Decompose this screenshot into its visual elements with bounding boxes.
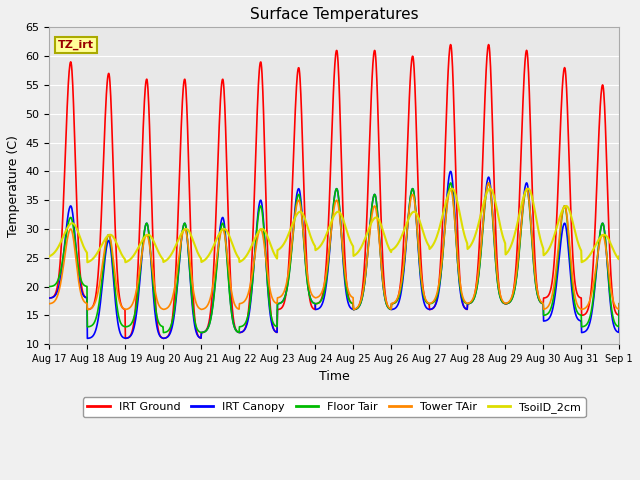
IRT Canopy bbox=[548, 308, 556, 313]
Floor Tair bbox=[173, 289, 180, 295]
IRT Ground bbox=[548, 277, 556, 283]
IRT Canopy bbox=[159, 335, 166, 341]
IRT Ground bbox=[423, 300, 431, 306]
Tower TAir bbox=[159, 306, 166, 312]
Tower TAir bbox=[173, 273, 180, 278]
TsoilD_2cm bbox=[84, 259, 92, 265]
TsoilD_2cm bbox=[173, 241, 180, 247]
Legend: IRT Ground, IRT Canopy, Floor Tair, Tower TAir, TsoilD_2cm: IRT Ground, IRT Canopy, Floor Tair, Towe… bbox=[83, 397, 586, 417]
Floor Tair bbox=[45, 284, 53, 289]
Text: TZ_irt: TZ_irt bbox=[58, 40, 94, 50]
Floor Tair bbox=[236, 324, 244, 330]
Tower TAir bbox=[84, 307, 92, 312]
IRT Ground bbox=[616, 307, 623, 312]
IRT Canopy bbox=[84, 336, 92, 341]
TsoilD_2cm bbox=[498, 229, 506, 235]
IRT Canopy bbox=[616, 301, 623, 307]
TsoilD_2cm bbox=[548, 239, 556, 244]
X-axis label: Time: Time bbox=[319, 370, 349, 383]
IRT Ground bbox=[498, 298, 506, 304]
Tower TAir bbox=[548, 292, 556, 298]
Line: IRT Canopy: IRT Canopy bbox=[49, 171, 620, 338]
TsoilD_2cm bbox=[236, 259, 244, 264]
TsoilD_2cm bbox=[423, 240, 431, 246]
Tower TAir bbox=[423, 299, 431, 305]
Tower TAir bbox=[498, 297, 506, 303]
Floor Tair bbox=[548, 300, 556, 306]
TsoilD_2cm bbox=[616, 253, 623, 259]
IRT Canopy bbox=[45, 295, 53, 301]
Line: IRT Ground: IRT Ground bbox=[49, 45, 620, 338]
IRT Ground bbox=[122, 336, 129, 341]
Floor Tair bbox=[158, 324, 166, 329]
Tower TAir bbox=[616, 301, 623, 307]
Line: Floor Tair: Floor Tair bbox=[49, 183, 620, 333]
IRT Canopy bbox=[498, 299, 506, 304]
IRT Ground bbox=[484, 42, 492, 48]
Floor Tair bbox=[616, 301, 623, 307]
IRT Ground bbox=[173, 253, 180, 259]
Tower TAir bbox=[45, 301, 53, 307]
TsoilD_2cm bbox=[524, 186, 532, 192]
IRT Canopy bbox=[447, 168, 454, 174]
IRT Ground bbox=[159, 335, 166, 341]
Title: Surface Temperatures: Surface Temperatures bbox=[250, 7, 419, 22]
IRT Ground bbox=[236, 330, 244, 336]
IRT Ground bbox=[45, 295, 53, 301]
IRT Canopy bbox=[236, 330, 244, 336]
IRT Canopy bbox=[173, 293, 180, 299]
Floor Tair bbox=[498, 299, 506, 304]
Floor Tair bbox=[484, 180, 492, 186]
TsoilD_2cm bbox=[159, 256, 166, 262]
Floor Tair bbox=[159, 330, 167, 336]
TsoilD_2cm bbox=[45, 253, 53, 259]
Floor Tair bbox=[423, 300, 431, 306]
IRT Canopy bbox=[423, 306, 431, 312]
Y-axis label: Temperature (C): Temperature (C) bbox=[7, 135, 20, 237]
Tower TAir bbox=[236, 300, 244, 306]
Tower TAir bbox=[484, 180, 492, 186]
Line: Tower TAir: Tower TAir bbox=[49, 183, 620, 310]
Line: TsoilD_2cm: TsoilD_2cm bbox=[49, 189, 620, 262]
